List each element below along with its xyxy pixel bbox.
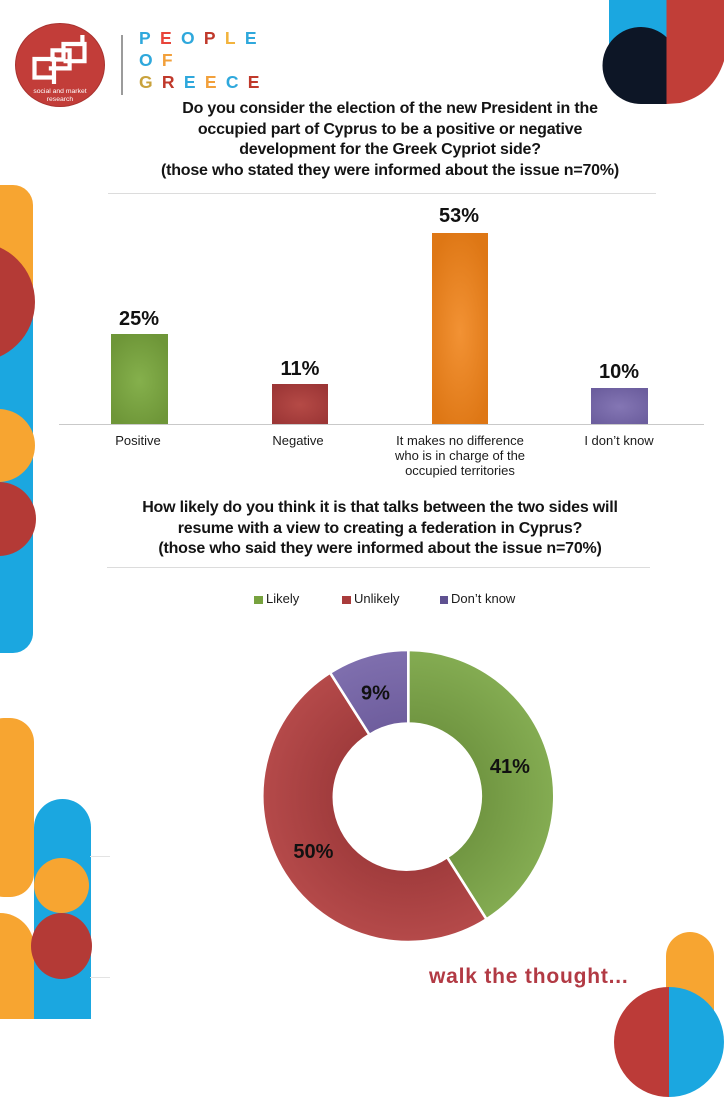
svg-text:social and market: social and market <box>33 88 86 95</box>
svg-text:41%: 41% <box>490 756 530 778</box>
svg-text:50%: 50% <box>293 841 333 863</box>
svg-text:research: research <box>47 96 74 103</box>
svg-text:9%: 9% <box>361 682 390 704</box>
